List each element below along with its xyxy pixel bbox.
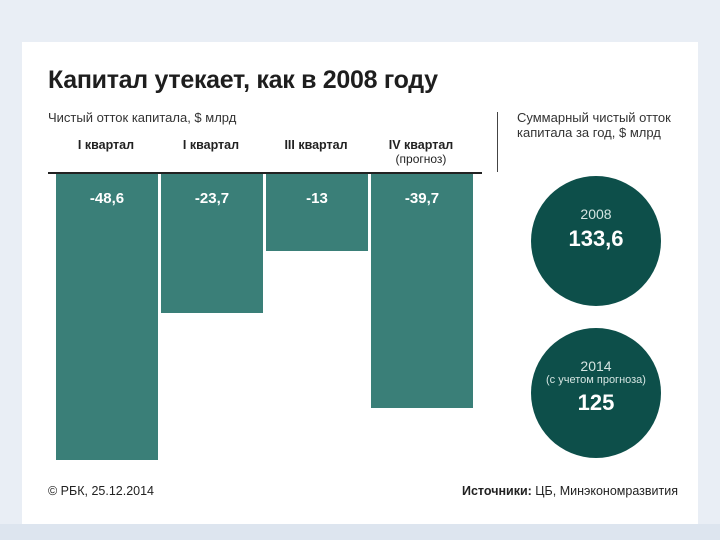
category-label-4: IV квартал (прогноз) <box>369 138 473 166</box>
copyright-text: © РБК, 25.12.2014 <box>48 484 155 498</box>
sources-value: ЦБ, Минэкономразвития <box>535 484 678 498</box>
summary-year-2008: 2008 <box>580 206 612 222</box>
bar-value-label-2: -23,7 <box>194 190 230 207</box>
bar-2 <box>161 174 263 314</box>
bottom-strip <box>0 524 720 540</box>
section-divider <box>497 112 498 172</box>
bar-value-label-4: -39,7 <box>404 190 440 207</box>
bar-3 <box>266 174 368 251</box>
category-label-2: I квартал <box>182 138 240 152</box>
summary-value-2008: 133,6 <box>568 226 624 251</box>
summary-year-2014: 2014 <box>580 358 612 374</box>
sources-label: Источники: <box>462 484 532 498</box>
summary-note-2014: (с учетом прогноза) <box>546 374 646 386</box>
x-axis-line <box>48 172 482 174</box>
summary-circle-2008: 2008 133,6 <box>531 176 661 306</box>
category-label-3: III квартал <box>284 138 348 152</box>
bar-4 <box>371 174 473 408</box>
category-sublabel-4: (прогноз) <box>395 152 447 166</box>
bar-value-label-1: -48,6 <box>89 190 125 207</box>
chart-title: Капитал утекает, как в 2008 году <box>48 66 438 94</box>
bar-value-label-3: -13 <box>306 190 328 207</box>
chart-subtitle: Чистый отток капитала, $ млрд <box>48 110 237 125</box>
summary-title: Суммарный чистый отток капитала за год, … <box>517 110 671 140</box>
summary-circle-2014: 2014 (с учетом прогноза) 125 <box>531 328 661 458</box>
bar-1 <box>56 174 158 460</box>
category-label-1: I квартал <box>77 138 135 152</box>
summary-value-2014: 125 <box>577 390 615 415</box>
sources-text: Источники: ЦБ, Минэкономразвития <box>462 484 678 498</box>
